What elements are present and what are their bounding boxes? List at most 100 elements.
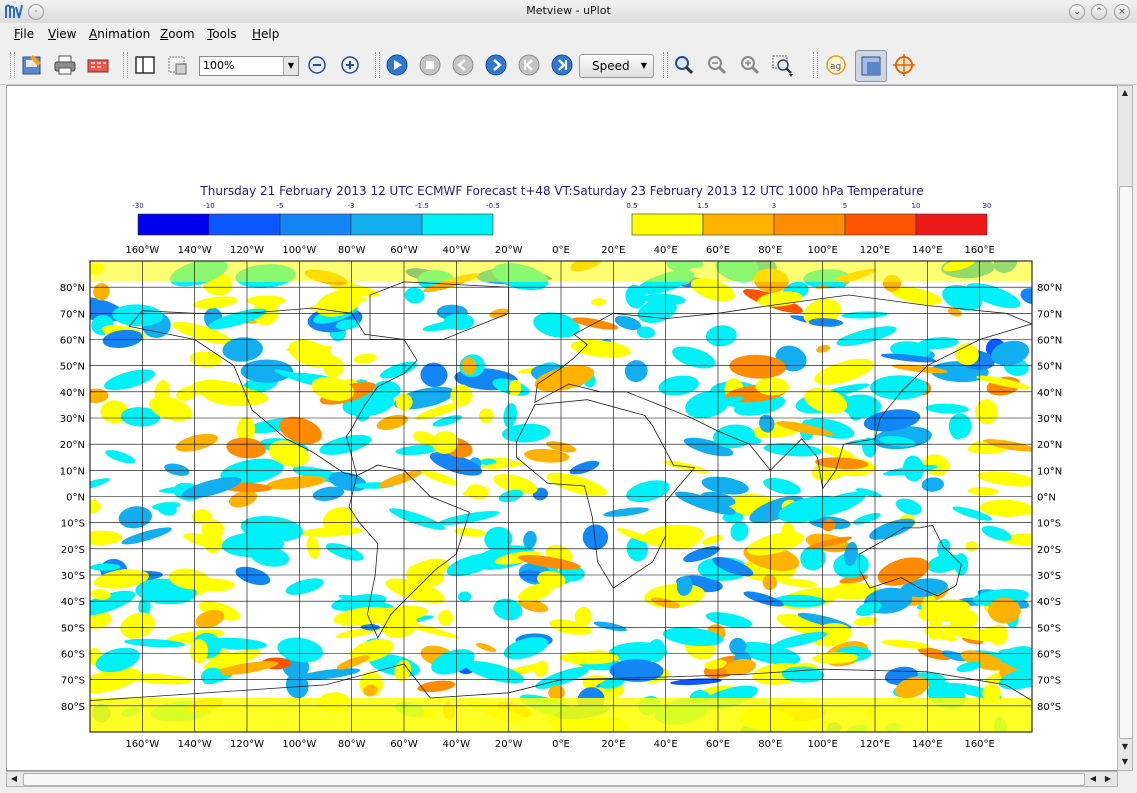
field-patch bbox=[956, 661, 982, 673]
latitude-label: 80°S bbox=[1037, 702, 1061, 713]
field-patch bbox=[443, 313, 475, 330]
field-patch bbox=[599, 677, 625, 689]
export-icon[interactable] bbox=[19, 52, 45, 78]
toolbar-grip[interactable] bbox=[10, 52, 15, 78]
zoom-plus-icon[interactable] bbox=[737, 52, 763, 78]
save-to-file-icon[interactable] bbox=[85, 52, 111, 78]
field-patch bbox=[483, 461, 525, 469]
scroll-left-icon[interactable]: ◀ bbox=[1089, 774, 1097, 783]
zoom-area-icon[interactable] bbox=[770, 52, 796, 78]
field-patch bbox=[991, 340, 1030, 366]
minimize-icon[interactable]: ⌄ bbox=[1069, 4, 1085, 20]
field-patch bbox=[729, 637, 747, 656]
print-icon[interactable] bbox=[52, 52, 78, 78]
last-icon[interactable] bbox=[549, 52, 575, 78]
field-patch bbox=[149, 396, 193, 422]
menu-help[interactable]: Help bbox=[252, 27, 280, 41]
zoom-level-select[interactable]: 100% ▼ bbox=[199, 56, 299, 76]
legend-negative-box bbox=[137, 213, 210, 236]
toolbar-grip[interactable] bbox=[813, 52, 818, 78]
field-patch bbox=[891, 364, 948, 374]
latitude-label: 30°N bbox=[1037, 414, 1062, 425]
zoom-minus-icon[interactable] bbox=[704, 52, 730, 78]
scroll-up-icon[interactable]: ▲ bbox=[1121, 88, 1129, 97]
layers-icon[interactable] bbox=[855, 50, 887, 82]
field-patch bbox=[325, 543, 364, 561]
field-patch bbox=[431, 649, 475, 675]
latitude-label: 40°N bbox=[60, 388, 85, 399]
toolbar-grip[interactable] bbox=[663, 52, 668, 78]
coastline-south-america bbox=[348, 464, 470, 639]
field-patch bbox=[181, 477, 242, 499]
field-patch bbox=[90, 478, 110, 491]
menu-tools[interactable]: Tools bbox=[207, 27, 237, 41]
field-patch bbox=[498, 489, 523, 503]
plot-canvas[interactable]: Thursday 21 February 2013 12 UTC ECMWF F… bbox=[6, 85, 1118, 771]
horizontal-scroll-thumb[interactable] bbox=[23, 773, 1085, 786]
toolbar-grip[interactable] bbox=[375, 52, 380, 78]
field-patch bbox=[484, 526, 513, 552]
scroll-right-icon[interactable]: ▶ bbox=[1104, 774, 1112, 783]
field-patch bbox=[378, 470, 422, 488]
field-patch bbox=[781, 666, 825, 683]
next-icon[interactable] bbox=[483, 52, 509, 78]
field-patch bbox=[998, 649, 1032, 674]
speed-button[interactable]: Speed ▼ bbox=[579, 54, 654, 78]
area-select-icon[interactable] bbox=[164, 52, 190, 78]
chevron-down-icon[interactable]: ▼ bbox=[283, 57, 298, 75]
field-patch bbox=[983, 439, 1032, 452]
magnifier-icon[interactable] bbox=[671, 52, 697, 78]
field-patch bbox=[90, 296, 125, 322]
antialias-icon[interactable]: ag bbox=[823, 52, 849, 78]
previous-icon[interactable] bbox=[450, 52, 476, 78]
menu-zoom[interactable]: Zoom bbox=[160, 27, 195, 41]
play-icon[interactable] bbox=[384, 52, 410, 78]
menu-view[interactable]: View bbox=[48, 27, 77, 41]
close-icon[interactable]: × bbox=[1114, 4, 1130, 20]
scroll-down-icon[interactable]: ▼ bbox=[1121, 742, 1129, 751]
field-patch bbox=[335, 319, 360, 330]
scroll-left-icon[interactable]: ◀ bbox=[10, 774, 18, 783]
horizontal-scrollbar[interactable]: ◀ ◀ ▶ bbox=[6, 771, 1118, 787]
field-patch bbox=[683, 437, 734, 457]
menu-animation[interactable]: Animation bbox=[89, 27, 151, 41]
field-patch bbox=[228, 490, 258, 508]
field-patch bbox=[417, 680, 456, 693]
field-patch bbox=[836, 326, 897, 347]
field-patch bbox=[947, 307, 962, 317]
longitude-labels-top: 160°W 140°W 120°W 100°W 80°W 60°W 40°W 20°W 0°E 2… bbox=[125, 245, 995, 256]
window-title: Metview - uPlot bbox=[526, 4, 611, 17]
field-patch bbox=[93, 568, 139, 588]
field-patch bbox=[702, 535, 723, 545]
latitude-label: 60°S bbox=[61, 650, 85, 661]
field-patch bbox=[829, 582, 878, 600]
longitude-label: 60°W bbox=[390, 245, 418, 256]
sidebar-toggle-icon[interactable] bbox=[132, 52, 158, 78]
field-patch bbox=[987, 597, 1021, 624]
vertical-scrollbar[interactable]: ▲ ▼ ▼ bbox=[1117, 85, 1133, 771]
field-patch bbox=[965, 541, 978, 552]
field-patch bbox=[306, 535, 320, 559]
cursor-data-icon[interactable] bbox=[891, 52, 917, 78]
longitude-label: 80°W bbox=[338, 245, 366, 256]
field-patch bbox=[917, 337, 959, 350]
field-patch bbox=[658, 375, 699, 396]
field-patch bbox=[672, 346, 716, 369]
toolbar-grip[interactable] bbox=[123, 52, 128, 78]
latitude-label: 50°N bbox=[1037, 362, 1062, 373]
maximize-icon[interactable]: ⌃ bbox=[1091, 4, 1107, 20]
first-icon[interactable] bbox=[516, 52, 542, 78]
latitude-label: 10°S bbox=[61, 519, 85, 530]
zoom-in-icon[interactable] bbox=[337, 52, 363, 78]
field-patch bbox=[977, 471, 1032, 487]
window-menu-button[interactable]: · bbox=[28, 4, 44, 20]
vertical-scroll-thumb[interactable] bbox=[1119, 186, 1133, 739]
scroll-down-icon[interactable]: ▼ bbox=[1121, 757, 1129, 766]
menu-file[interactable]: File bbox=[14, 27, 35, 41]
zoom-out-icon[interactable] bbox=[304, 52, 330, 78]
legend-positive-label: 1.5 bbox=[697, 202, 708, 210]
stop-icon[interactable] bbox=[417, 52, 443, 78]
field-patch bbox=[395, 445, 439, 456]
longitude-label: 60°E bbox=[706, 739, 730, 750]
field-patch bbox=[763, 443, 822, 457]
